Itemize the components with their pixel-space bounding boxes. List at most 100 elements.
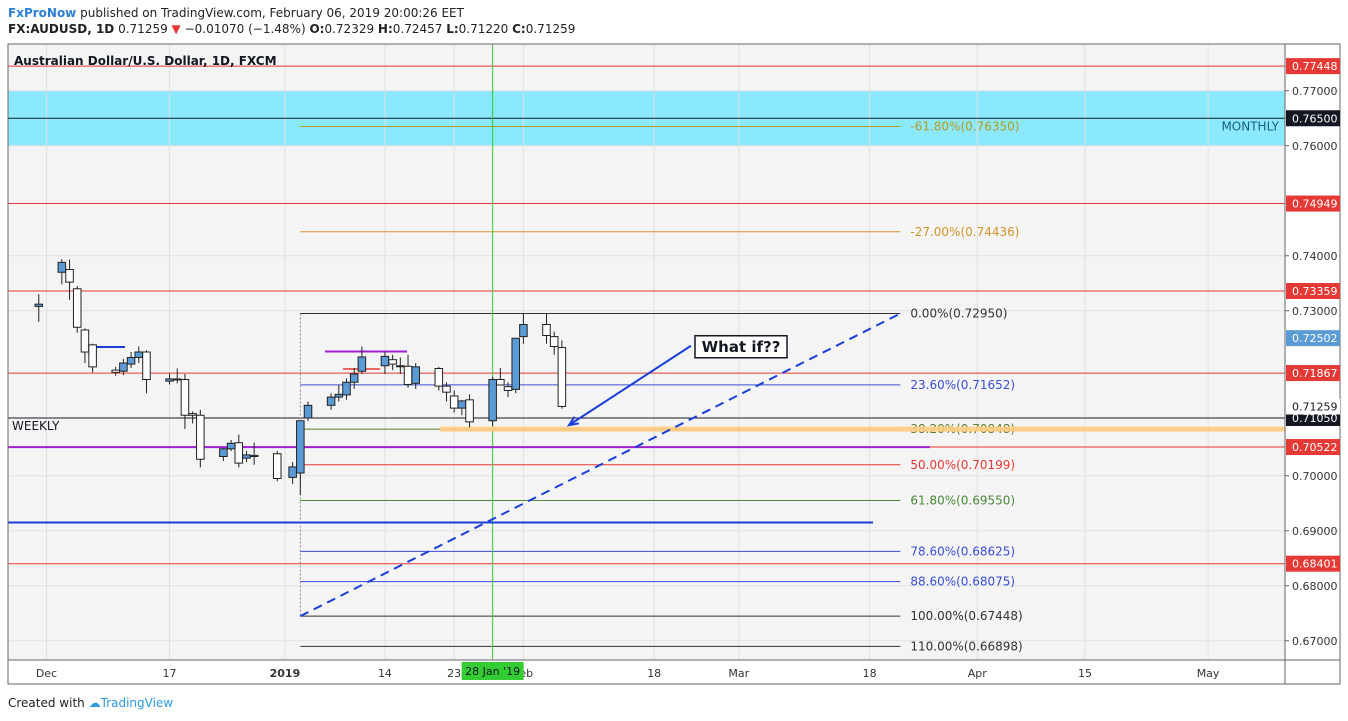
publisher-name[interactable]: FxProNow — [8, 6, 77, 20]
weekly-label: WEEKLY — [12, 419, 60, 433]
candle[interactable] — [511, 337, 520, 394]
candle-body — [434, 368, 444, 387]
x-tick-label: 23 — [447, 667, 461, 680]
x-tick-label: 15 — [1078, 667, 1092, 680]
level-price-tag: 0.76500 — [1292, 112, 1338, 125]
candle[interactable] — [180, 374, 190, 429]
candle[interactable] — [234, 434, 244, 468]
candle[interactable] — [542, 313, 551, 344]
current-price-tag: 0.71259 — [1292, 401, 1338, 414]
candle-body — [111, 369, 120, 373]
candle-body — [80, 329, 90, 353]
candle[interactable] — [126, 352, 136, 368]
candle[interactable] — [65, 259, 74, 300]
y-tick-label: 0.68000 — [1292, 580, 1338, 593]
x-tick-label: 2019 — [270, 667, 301, 680]
candle-body — [272, 453, 282, 479]
candle[interactable] — [465, 394, 474, 428]
candle[interactable] — [496, 367, 505, 386]
candle[interactable] — [188, 411, 197, 424]
fib-level-label: 0.00%(0.72950) — [910, 307, 1007, 321]
candle-body — [196, 414, 205, 460]
arrow-head-icon — [566, 416, 580, 427]
candle[interactable] — [488, 376, 497, 427]
fib-level-label: 50.00%(0.70199) — [910, 458, 1015, 472]
candle-body — [403, 365, 413, 385]
x-tick-label: Dec — [36, 667, 57, 680]
candle[interactable] — [272, 451, 282, 482]
candle[interactable] — [196, 409, 205, 468]
price-change: −0.01070 (−1.48%) — [184, 22, 306, 36]
candle[interactable] — [57, 259, 67, 285]
level-price-tag: 0.71867 — [1292, 367, 1338, 380]
candle[interactable] — [326, 393, 336, 410]
high-label: H: — [377, 22, 393, 36]
candle-body — [188, 413, 197, 416]
candle[interactable] — [349, 367, 359, 389]
current-price-tag-bg — [1286, 330, 1340, 347]
fib-level-label: 78.60%(0.68625) — [910, 544, 1015, 558]
level-price-tag-bg — [1286, 195, 1340, 212]
candle[interactable] — [357, 346, 367, 375]
annotation-box[interactable] — [694, 335, 788, 359]
tradingview-name[interactable]: TradingView — [100, 696, 174, 710]
candle-body — [503, 386, 513, 391]
candle-body — [165, 378, 174, 382]
down-arrow-icon: ▼ — [171, 22, 181, 36]
candle[interactable] — [334, 385, 344, 402]
monthly-zone-label: MONTHLY — [1221, 120, 1279, 134]
fib-level-label: 110.00%(0.66898) — [910, 639, 1022, 653]
candle-body — [180, 379, 190, 416]
candle-body — [357, 356, 367, 372]
candle[interactable] — [549, 331, 559, 355]
candle[interactable] — [388, 354, 397, 371]
fib-level-label: -27.00%(0.74436) — [910, 225, 1019, 239]
candle[interactable] — [119, 359, 128, 376]
candle[interactable] — [249, 442, 259, 465]
candle[interactable] — [219, 448, 228, 461]
candle[interactable] — [411, 363, 420, 389]
fib-level-label: -61.80%(0.76350) — [910, 120, 1019, 134]
x-tick-label: 17 — [163, 667, 177, 680]
y-tick-label: 0.70000 — [1292, 470, 1338, 483]
candle-body — [396, 365, 405, 368]
candle[interactable] — [80, 328, 90, 363]
candle-body — [380, 355, 390, 367]
candle-body — [142, 351, 151, 380]
candle[interactable] — [296, 420, 305, 495]
candle-body — [219, 448, 228, 457]
candle-body — [542, 324, 551, 336]
y-tick-label: 0.77000 — [1292, 85, 1338, 98]
open-label: O: — [309, 22, 325, 36]
created-with-text: Created with — [8, 696, 85, 710]
candle[interactable] — [442, 382, 451, 402]
candle-body — [126, 357, 136, 365]
candle-body — [349, 373, 359, 383]
candle-body — [72, 288, 82, 328]
candle-body — [296, 420, 305, 474]
y-tick-label: 0.74000 — [1292, 250, 1338, 263]
candle-body — [134, 351, 144, 358]
candle-body — [242, 454, 251, 459]
plot-area[interactable] — [8, 44, 1285, 660]
candle-body — [457, 400, 467, 409]
candle[interactable] — [142, 350, 151, 394]
candle[interactable] — [88, 343, 97, 373]
candle[interactable] — [557, 340, 567, 409]
candle-body — [442, 385, 451, 393]
candle[interactable] — [72, 286, 82, 333]
candle-body — [57, 261, 67, 273]
candle[interactable] — [434, 366, 444, 391]
low-value: 0.71220 — [458, 22, 509, 36]
fib-level-label: 61.80%(0.69550) — [910, 494, 1015, 508]
dashed-trendline[interactable] — [299, 312, 901, 618]
candle[interactable] — [303, 401, 313, 421]
annotation-text: What if?? — [702, 338, 781, 356]
candle[interactable] — [34, 294, 44, 322]
candle-body — [519, 324, 528, 338]
candle[interactable] — [519, 312, 528, 344]
price-axis[interactable] — [1285, 44, 1340, 684]
footer: Created with ☁TradingView — [8, 696, 173, 710]
candle[interactable] — [342, 378, 351, 400]
